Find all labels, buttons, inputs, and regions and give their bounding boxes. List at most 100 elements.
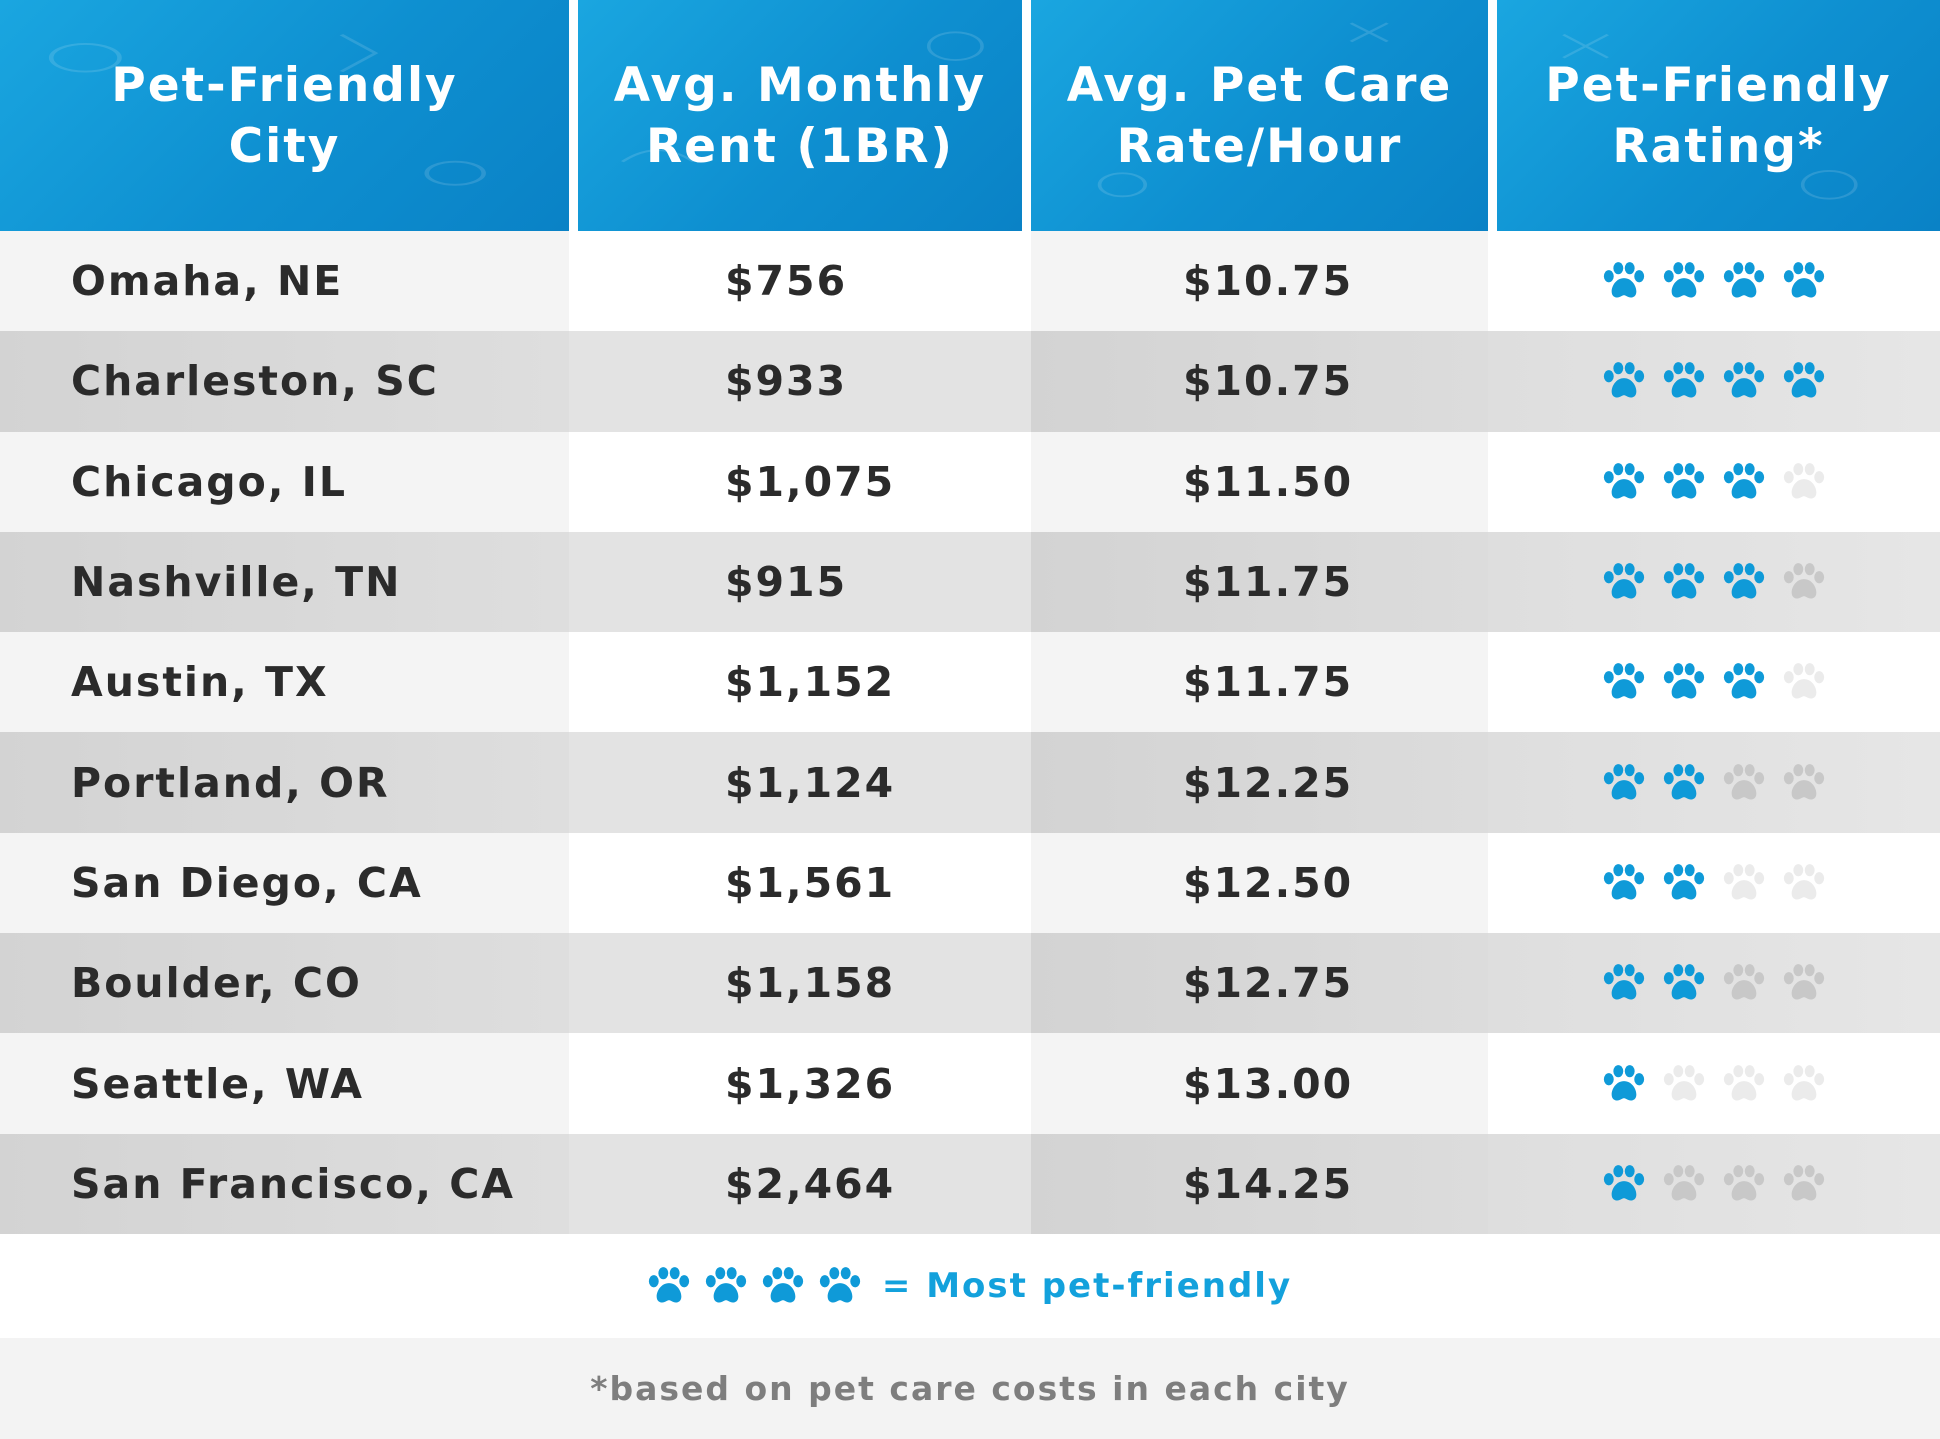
legend-label: = Most pet-friendly <box>881 1266 1293 1306</box>
paw-print-icon-filled <box>1663 864 1705 900</box>
paw-print-icon-empty <box>1783 462 1825 499</box>
paw-print-icon-empty <box>1783 1164 1825 1201</box>
column-header-rent-label: Avg. Monthly Rent (1BR) <box>613 57 987 174</box>
paw-print-icon-filled <box>1663 964 1705 1000</box>
rating-cell <box>1488 832 1940 934</box>
paw-print-icon-empty <box>1723 763 1765 800</box>
footnote: *based on pet care costs in each city <box>0 1338 1940 1439</box>
column-header-rent: Avg. Monthly Rent (1BR) <box>578 0 1022 231</box>
city-cell: Austin, TX <box>0 632 569 733</box>
pet-care-rate-cell: $14.25 <box>1031 1133 1488 1234</box>
pet-care-rate-cell: $10.75 <box>1031 331 1488 432</box>
table-row: Austin, TX $1,152 $11.75 <box>0 632 1940 733</box>
table-row: Portland, OR $1,124 $12.25 <box>0 732 1940 833</box>
paw-print-icon-filled <box>1723 563 1765 599</box>
paw-print-icon-filled <box>1603 663 1645 699</box>
paw-print-icon-empty <box>1783 1064 1825 1100</box>
paw-print-icon-empty <box>1783 563 1825 599</box>
rating-cell <box>1488 732 1940 833</box>
rating-cell <box>1488 1133 1940 1234</box>
paw-print-icon-filled <box>1663 763 1705 800</box>
paw-print-icon-filled <box>1603 462 1645 499</box>
rent-cell: $1,158 <box>569 933 1031 1034</box>
city-cell: Nashville, TN <box>0 531 569 633</box>
paw-print-icon-filled <box>1603 1064 1645 1100</box>
column-header-city-label: Pet-Friendly City <box>111 57 458 174</box>
table-row: San Francisco, CA $2,464 $14.25 <box>0 1133 1940 1234</box>
city-cell: Omaha, NE <box>0 231 569 332</box>
city-cell: San Diego, CA <box>0 832 569 934</box>
rent-cell: $1,561 <box>569 832 1031 934</box>
paw-print-icon-filled <box>1663 462 1705 499</box>
rent-cell: $933 <box>569 331 1031 432</box>
paw-print-icon-empty <box>1783 763 1825 800</box>
pet-care-rate-cell: $12.75 <box>1031 933 1488 1034</box>
rating-cell <box>1488 231 1940 332</box>
rent-cell: $2,464 <box>569 1133 1031 1234</box>
paw-print-icon-filled <box>1663 262 1705 298</box>
paw-print-icon-filled <box>1723 663 1765 699</box>
paw-print-icon-empty <box>1783 864 1825 900</box>
rating-cell <box>1488 331 1940 432</box>
rent-cell: $1,326 <box>569 1033 1031 1134</box>
table-row: Omaha, NE $756 $10.75 <box>0 231 1940 332</box>
pet-care-rate-cell: $12.25 <box>1031 732 1488 833</box>
paw-print-icon-empty <box>1783 663 1825 699</box>
pet-care-rate-cell: $13.00 <box>1031 1033 1488 1134</box>
pet-care-rate-cell: $11.75 <box>1031 632 1488 733</box>
paw-print-icon-empty <box>1723 964 1765 1000</box>
table-row: Nashville, TN $915 $11.75 <box>0 531 1940 633</box>
table-row: San Diego, CA $1,561 $12.50 <box>0 832 1940 934</box>
table-header: Pet-Friendly City Avg. Monthly Rent (1BR… <box>0 0 1940 231</box>
paw-print-icon-filled <box>1603 262 1645 298</box>
paw-print-icon-empty <box>1723 1064 1765 1100</box>
rent-cell: $756 <box>569 231 1031 332</box>
rent-cell: $915 <box>569 531 1031 633</box>
table-body: Omaha, NE $756 $10.75 Charleston, SC $933 $10… <box>0 231 1940 1234</box>
paw-print-icon-filled <box>1603 1164 1645 1201</box>
table-row: Chicago, IL $1,075 $11.50 <box>0 431 1940 532</box>
paw-print-icon-filled <box>1603 563 1645 599</box>
table-row: Seattle, WA $1,326 $13.00 <box>0 1033 1940 1134</box>
city-cell: Portland, OR <box>0 732 569 833</box>
rating-cell <box>1488 632 1940 733</box>
pet-care-rate-cell: $12.50 <box>1031 832 1488 934</box>
column-header-rate-label: Avg. Pet Care Rate/Hour <box>1066 57 1453 174</box>
paw-print-icon-filled <box>1783 362 1825 398</box>
city-cell: Seattle, WA <box>0 1033 569 1134</box>
column-header-city: Pet-Friendly City <box>0 0 569 231</box>
city-cell: Chicago, IL <box>0 431 569 532</box>
paw-print-icon-empty <box>1663 1064 1705 1100</box>
paw-print-icon-filled <box>1663 663 1705 699</box>
table-row: Boulder, CO $1,158 $12.75 <box>0 933 1940 1034</box>
legend: = Most pet-friendly <box>0 1234 1940 1338</box>
rent-cell: $1,124 <box>569 732 1031 833</box>
city-cell: Boulder, CO <box>0 933 569 1034</box>
table-row: Charleston, SC $933 $10.75 <box>0 331 1940 432</box>
column-header-rate: Avg. Pet Care Rate/Hour <box>1031 0 1488 231</box>
city-cell: Charleston, SC <box>0 331 569 432</box>
paw-print-icon-filled <box>1723 262 1765 298</box>
rating-cell <box>1488 531 1940 633</box>
paw-print-icon-empty <box>1783 964 1825 1000</box>
column-header-rating: Pet-Friendly Rating* <box>1497 0 1940 231</box>
paw-print-icon-empty <box>1723 864 1765 900</box>
paw-print-icon-filled <box>1663 563 1705 599</box>
paw-print-icon-filled <box>1603 964 1645 1000</box>
rating-cell <box>1488 431 1940 532</box>
paw-print-icon <box>819 1267 861 1303</box>
paw-print-icon-filled <box>1723 362 1765 398</box>
paw-print-icon-filled <box>1603 864 1645 900</box>
paw-print-icon-filled <box>1723 462 1765 499</box>
paw-print-icon-filled <box>1603 763 1645 800</box>
paw-print-icon <box>705 1267 747 1303</box>
paw-print-icon-filled <box>1783 262 1825 298</box>
paw-print-icon-empty <box>1723 1164 1765 1201</box>
rating-cell <box>1488 1033 1940 1134</box>
paw-print-icon <box>762 1267 804 1303</box>
pet-care-rate-cell: $11.50 <box>1031 431 1488 532</box>
rent-cell: $1,152 <box>569 632 1031 733</box>
paw-print-icon-filled <box>1663 362 1705 398</box>
rent-cell: $1,075 <box>569 431 1031 532</box>
